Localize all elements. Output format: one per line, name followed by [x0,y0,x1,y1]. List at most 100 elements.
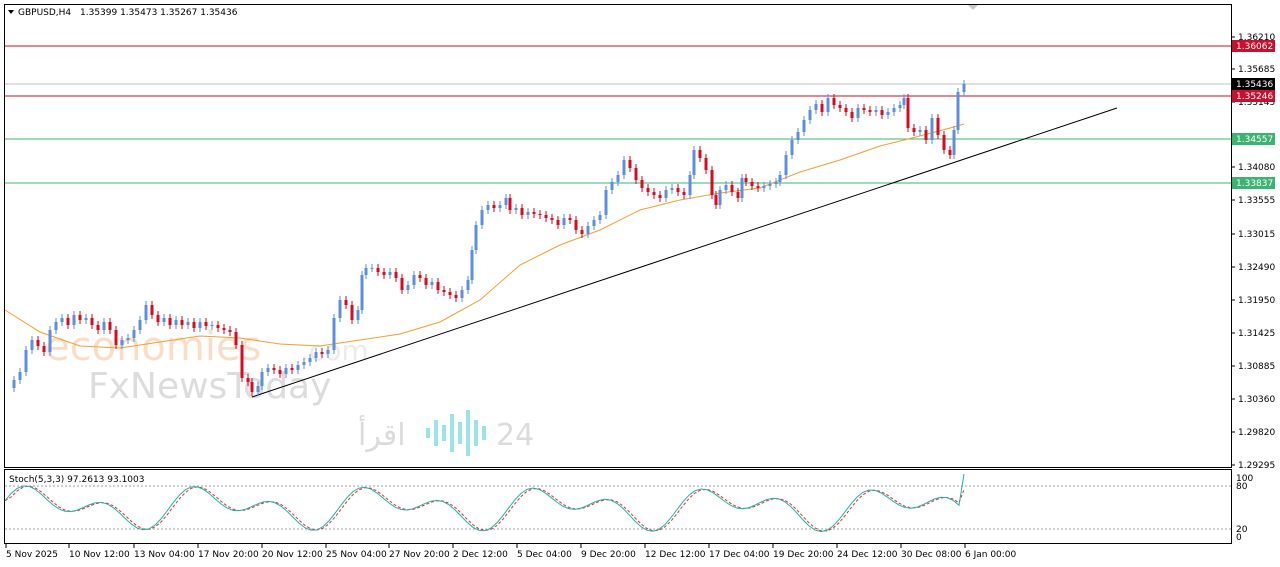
candle [886,108,890,119]
candle [296,361,300,374]
time-tick-label: 5 Nov 2025 [6,550,58,560]
candle [144,301,148,324]
candle [952,126,956,159]
candle [750,178,754,190]
candle [338,296,342,322]
candle [520,204,524,219]
candle [24,346,28,376]
price-tick-label: 1.32490 [1238,263,1275,273]
time-tick-label: 20 Nov 12:00 [262,550,323,560]
candle [774,178,778,188]
ohlc-values: 1.35399 1.35473 1.35267 1.35436 [80,8,238,18]
price-tag: 1.33837 [1232,177,1275,189]
candle [430,278,434,289]
candle [652,188,656,199]
price-tick-label: 1.34080 [1238,163,1275,173]
candle [480,206,484,229]
candle [42,342,46,356]
candle [460,286,464,302]
candle [874,106,878,116]
candle [266,364,270,376]
candle [228,326,232,336]
candle [102,318,106,334]
candle [308,354,312,366]
candle [562,214,566,229]
candle [856,104,860,122]
svg-text:1.34557: 1.34557 [1236,135,1273,145]
candle [924,126,928,144]
svg-text:economies: economies [45,324,261,370]
candle [574,216,578,234]
candle [72,311,76,329]
candle [418,271,422,282]
stoch-level-label: 80 [1236,482,1248,492]
candle [942,131,946,154]
price-tick-label: 1.30885 [1238,362,1275,372]
candle [126,334,130,344]
candle [198,318,202,332]
time-tick-label: 19 Dec 20:00 [773,550,834,560]
price-tag: 1.36062 [1232,40,1275,52]
candle [388,268,392,279]
candle [906,94,910,132]
candle [622,156,626,179]
candle [320,348,324,358]
ascending-trendline[interactable] [251,107,1118,398]
symbol-label: GBPUSD,H4 [18,8,71,18]
candle [504,194,508,209]
candle [48,326,52,356]
candle [550,214,554,224]
time-tick-label: 12 Dec 12:00 [645,550,706,560]
candle [466,276,470,294]
candle [610,178,614,194]
svg-text:1.36062: 1.36062 [1236,42,1273,52]
stoch-label: Stoch(5,3,3) 97.2613 93.1003 [9,475,144,485]
time-tick-label: 17 Nov 20:00 [198,550,259,560]
candle [84,314,88,324]
candle [740,174,744,202]
candle [150,301,154,319]
price-tag: 1.35246 [1232,90,1275,102]
candle [78,311,82,324]
candle [400,274,404,294]
time-tick-label: 24 Dec 12:00 [837,550,898,560]
candle [66,314,70,329]
candle [714,191,718,209]
candle [344,296,348,309]
candle [538,210,542,219]
time-tick-label: 25 Nov 04:00 [326,550,387,560]
time-tick-label: 27 Nov 20:00 [389,550,450,560]
candle [598,211,602,224]
candle [514,204,518,214]
candle [698,146,702,162]
candle [36,336,40,350]
time-axis: 5 Nov 2025 10 Nov 12:00 13 Nov 04:00 17 Nov… [5,544,1017,560]
candle [730,181,734,196]
candle [90,314,94,329]
candle [768,180,772,190]
candle [692,146,696,179]
candle [332,314,336,354]
shift-marker-icon[interactable] [968,5,978,10]
candle [250,378,254,396]
candle [492,201,496,212]
svg-text:1.35246: 1.35246 [1236,92,1273,102]
dropdown-arrow-icon[interactable] [8,10,14,14]
price-tick-label: 1.29295 [1238,461,1275,471]
candle [744,174,748,186]
candle [356,306,360,324]
candle [370,264,374,272]
candle [204,318,208,330]
candle [138,316,142,334]
candle [216,321,220,332]
candle [424,274,428,289]
candle [108,318,112,334]
candle [442,286,446,296]
candle [814,100,818,114]
candle [826,94,830,116]
candle [156,311,160,326]
candle [802,116,806,136]
candle [704,154,708,174]
